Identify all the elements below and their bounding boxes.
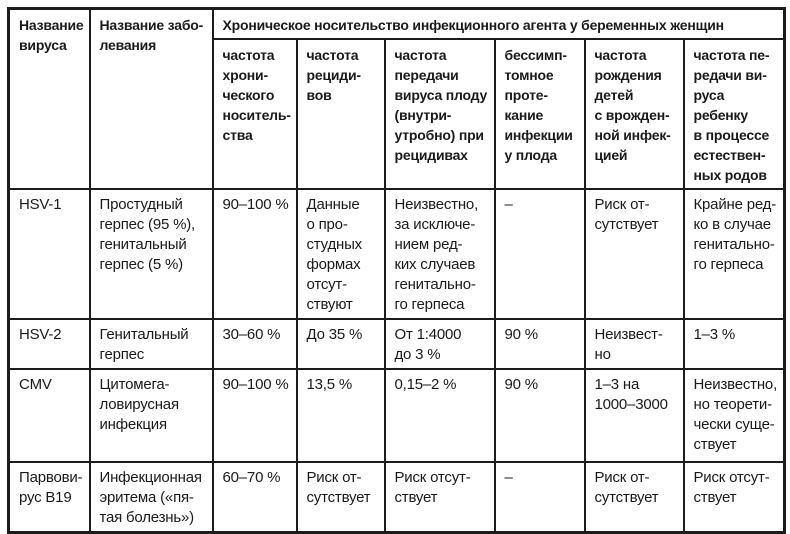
- fetal-transmission-cell: Риск отсут- ствует: [383, 461, 496, 534]
- disease-cell: Простудный герпес (95 %), генитальный ге…: [88, 188, 214, 320]
- asymptomatic-infection-cell: –: [493, 188, 586, 320]
- fetal-transmission-cell: Неизвестно, за исключе- нием ред- ких сл…: [383, 188, 496, 320]
- virus-cell: CMV: [7, 368, 91, 463]
- birth-transmission-cell: Риск отсут- ствует: [682, 461, 786, 534]
- col-header-fetal-transmission-frequency: частота передачи вируса плоду (внутри- у…: [383, 38, 496, 190]
- disease-cell: Генитальный герпес: [88, 318, 214, 370]
- relapse-frequency-cell: 13,5 %: [295, 368, 386, 463]
- col-header-asymptomatic-fetal-infection: бессимп- томное проте- кание инфекции у …: [493, 38, 586, 190]
- infection-carriage-table: Название вируса Название забо- левания Х…: [7, 7, 787, 534]
- relapse-frequency-cell: Риск от- сутствует: [295, 461, 386, 534]
- col-header-carriage-frequency: частота хрони- ческого носитель- ства: [211, 38, 298, 190]
- table-row-cmv: CMV Цитомега- ловирусная инфекция 90–100…: [7, 368, 786, 463]
- virus-cell: HSV-1: [7, 188, 91, 320]
- relapse-frequency-cell: До 35 %: [295, 318, 386, 370]
- birth-transmission-cell: Крайне ред- ко в случае генитально- го г…: [682, 188, 786, 320]
- col-header-disease-name: Название забо- левания: [88, 7, 214, 190]
- asymptomatic-infection-cell: 90 %: [493, 318, 586, 370]
- carriage-frequency-cell: 30–60 %: [211, 318, 298, 370]
- congenital-infection-cell: Риск от- сутствует: [583, 461, 685, 534]
- fetal-transmission-cell: От 1:4000 до 3 %: [383, 318, 496, 370]
- header-row-group: Название вируса Название забо- левания Х…: [7, 7, 786, 190]
- table-row-hsv2: HSV-2 Генитальный герпес 30–60 % До 35 %…: [7, 318, 786, 370]
- disease-cell: Инфекционная эритема («пя- тая болезнь»): [88, 461, 214, 534]
- fetal-transmission-cell: 0,15–2 %: [383, 368, 496, 463]
- col-header-congenital-infection-birth-rate: частота рождения детей с врожден- ной ин…: [583, 38, 685, 190]
- carriage-frequency-cell: 60–70 %: [211, 461, 298, 534]
- relapse-frequency-cell: Данные о про- студных формах отсут- ству…: [295, 188, 386, 320]
- disease-cell: Цитомега- ловирусная инфекция: [88, 368, 214, 463]
- birth-transmission-cell: Неизвестно, но теорети- чески суще- ству…: [682, 368, 786, 463]
- congenital-infection-cell: Неизвест- но: [583, 318, 685, 370]
- col-header-relapse-frequency: частота рециди- вов: [295, 38, 386, 190]
- col-header-natural-birth-transmission: частота пе- редачи ви- руса ребенку в пр…: [682, 38, 786, 190]
- table-row-parvovirus-b19: Парвови- рус B19 Инфекционная эритема («…: [7, 461, 786, 534]
- virus-cell: HSV-2: [7, 318, 91, 370]
- table-row-hsv1: HSV-1 Простудный герпес (95 %), гениталь…: [7, 188, 786, 320]
- asymptomatic-infection-cell: 90 %: [493, 368, 586, 463]
- birth-transmission-cell: 1–3 %: [682, 318, 786, 370]
- col-header-virus-name: Название вируса: [7, 7, 91, 190]
- col-group-header-chronic-carriage: Хроническое носительство инфекционного а…: [211, 7, 786, 40]
- virus-cell: Парвови- рус B19: [7, 461, 91, 534]
- asymptomatic-infection-cell: –: [493, 461, 586, 534]
- congenital-infection-cell: Риск от- сутствует: [583, 188, 685, 320]
- document-page: Название вируса Название забо- левания Х…: [7, 7, 787, 534]
- header-row-sub: частота хрони- ческого носитель- ства ча…: [9, 38, 786, 190]
- carriage-frequency-cell: 90–100 %: [211, 368, 298, 463]
- carriage-frequency-cell: 90–100 %: [211, 188, 298, 320]
- congenital-infection-cell: 1–3 на 1000–3000: [583, 368, 685, 463]
